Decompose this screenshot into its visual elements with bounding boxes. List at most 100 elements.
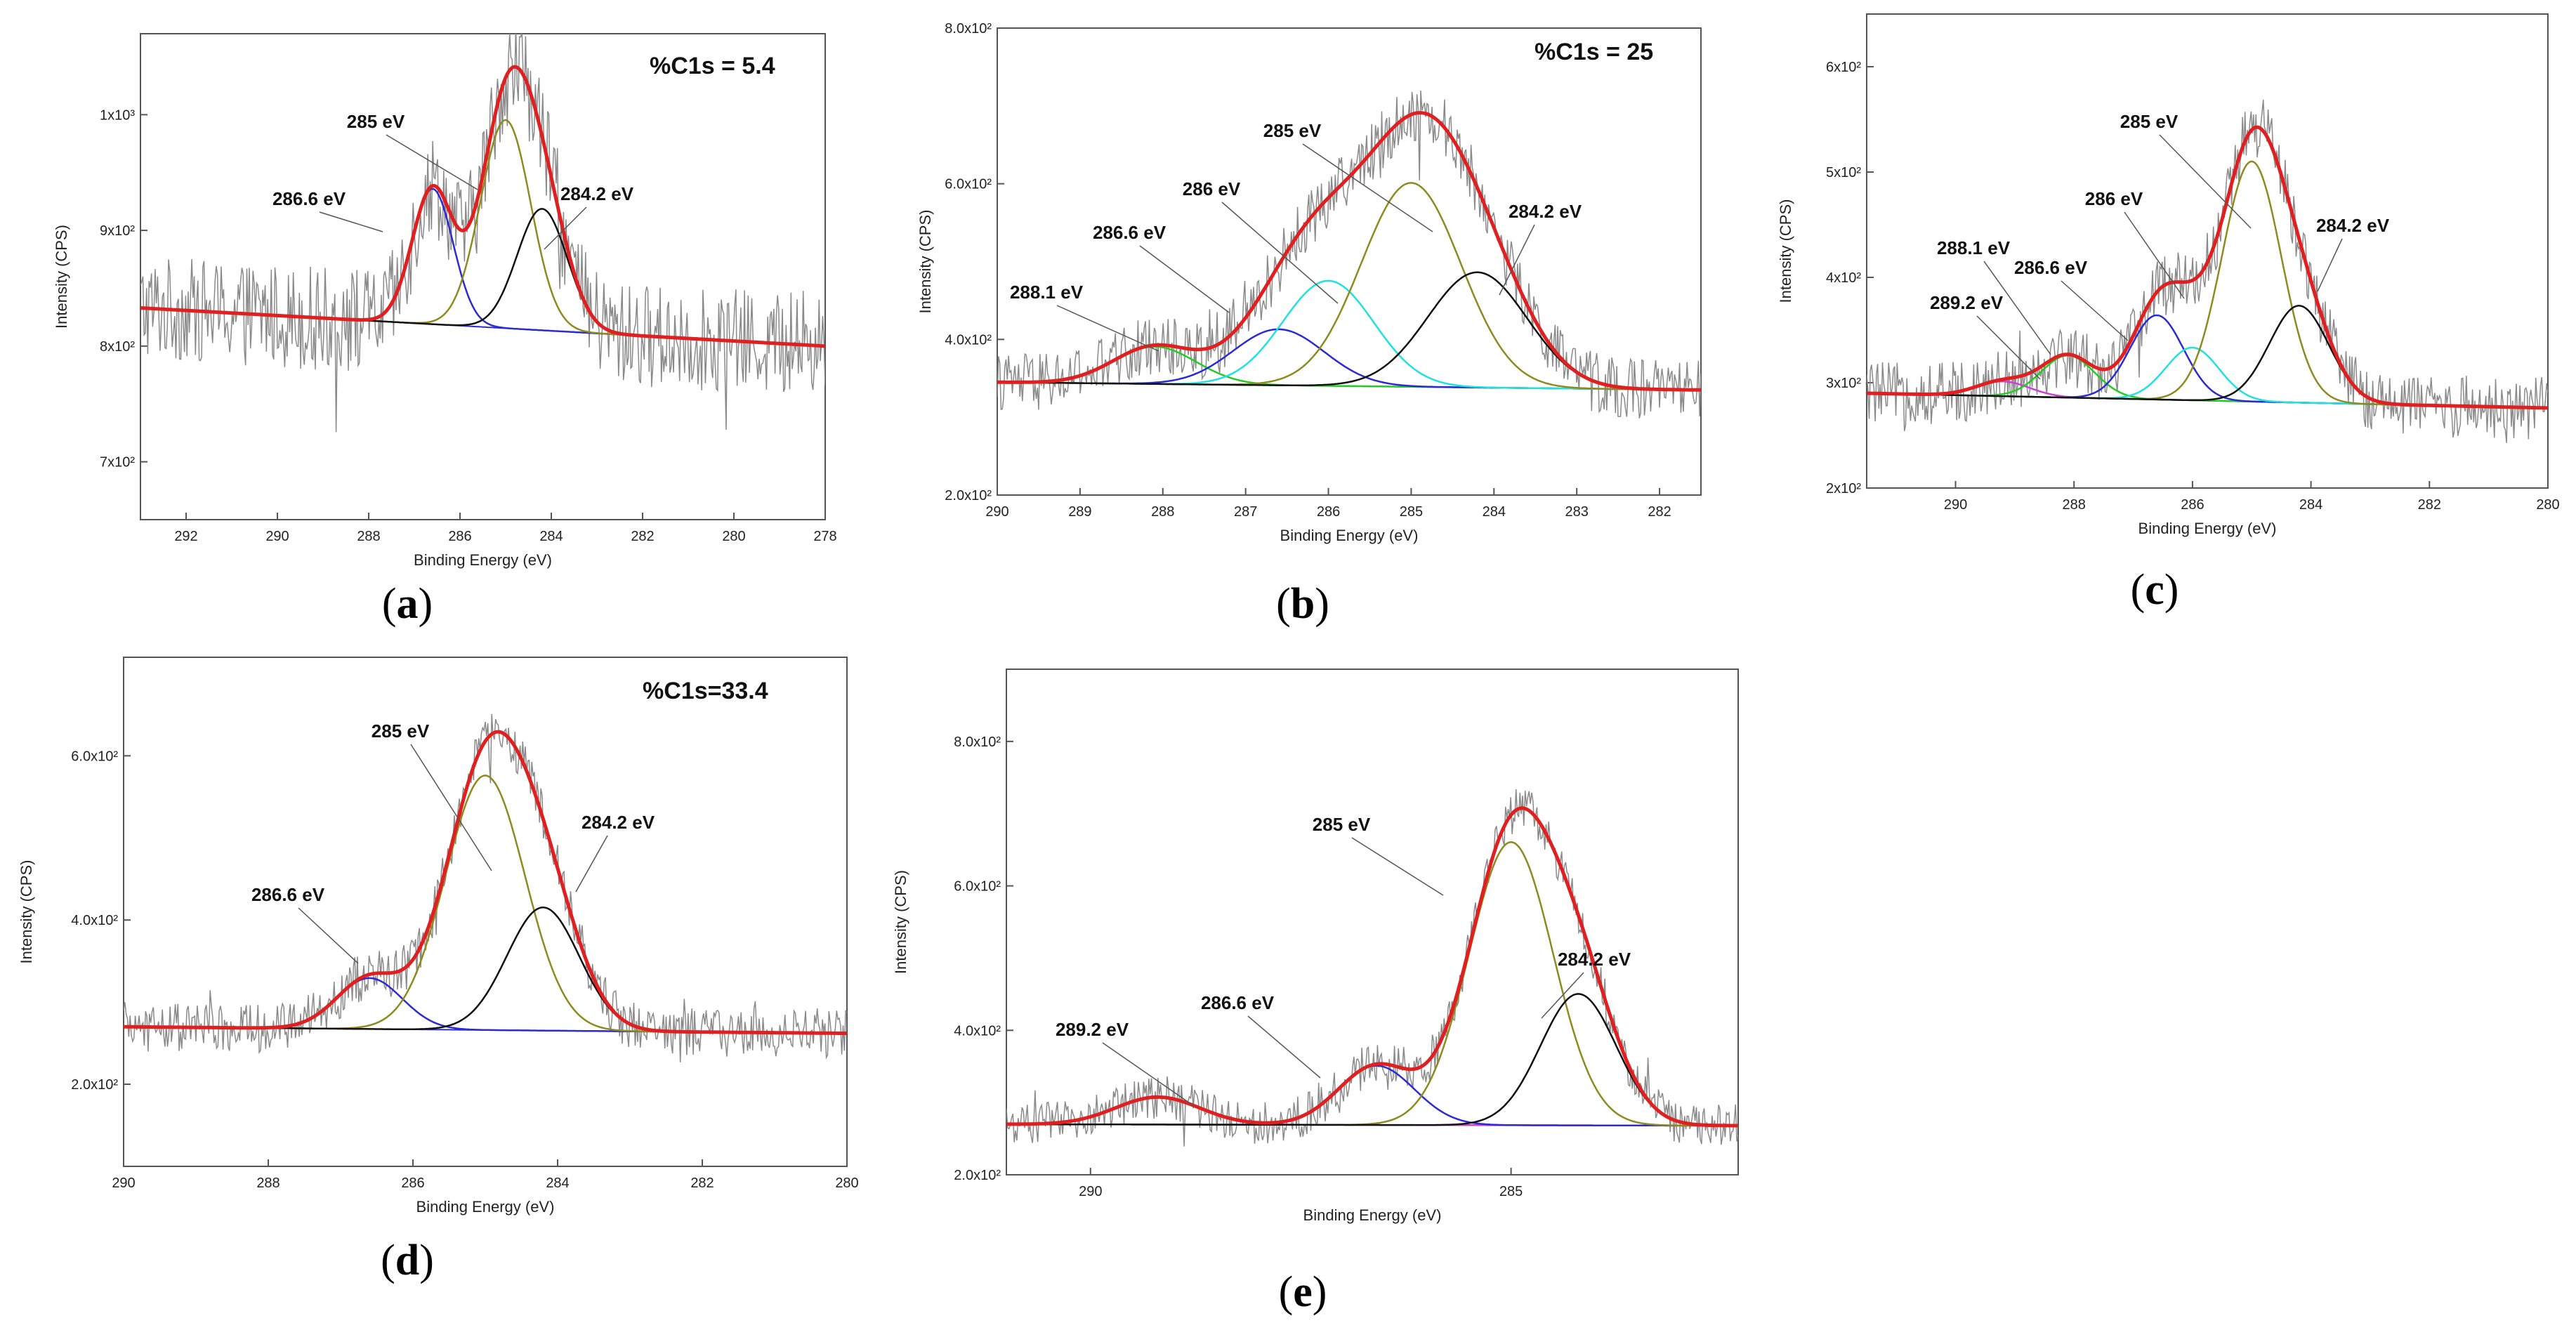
x-tick-label: 292 <box>174 529 197 544</box>
annotation-arrow <box>1056 305 1159 352</box>
y-axis-label: Intensity (CPS) <box>1777 199 1794 303</box>
x-axis-label: Binding Energy (eV) <box>1280 527 1419 544</box>
y-tick-label: 2.0x10² <box>945 488 992 503</box>
plot-area <box>124 713 847 1062</box>
component-peak-286-6-eV <box>140 187 825 348</box>
x-tick-label: 285 <box>1499 1184 1523 1199</box>
peak-annotation: 286.6 eV <box>2014 257 2088 278</box>
composition-label: %C1s = 5.4 <box>650 53 775 79</box>
chart-panel-d: 290 288 286 284 282 280 2.0x10² 4.0x10² 6.0x10² B… <box>18 657 859 1284</box>
y-tick-label: 4x10² <box>1826 270 1861 286</box>
y-tick-label: 2x10² <box>1826 481 1861 496</box>
chart-panel-a: 292 290 288 286 284 282 280 278 7x10² 8x10² 9x10² 1… <box>53 33 837 628</box>
x-tick-label: 284 <box>546 1175 569 1191</box>
y-tick-label: 7x10² <box>100 455 135 470</box>
peak-annotation: 289.2 eV <box>1056 1019 1129 1040</box>
x-tick-label: 284 <box>2299 497 2322 513</box>
y-tick-label: 8.0x10² <box>954 735 1001 750</box>
y-axis-label: Intensity (CPS) <box>18 860 35 964</box>
envelope-fit-line <box>997 111 1701 392</box>
component-peak-286-6-eV <box>124 977 847 1034</box>
envelope-fit-line <box>1867 125 2548 410</box>
x-tick-label: 283 <box>1565 504 1588 520</box>
y-tick-label: 6.0x10² <box>945 177 992 192</box>
annotation-arrow <box>1541 972 1584 1019</box>
plot-area <box>140 34 825 433</box>
peak-annotation: 284.2 eV <box>1509 201 1582 222</box>
peak-annotation: 286.6 eV <box>1201 992 1275 1013</box>
annotation-arrow <box>1247 1015 1321 1079</box>
raw-spectrum-line <box>140 34 825 433</box>
peak-annotation: 288.1 eV <box>1937 237 2011 258</box>
raw-spectrum-line <box>124 713 847 1062</box>
peak-annotation: 286.6 eV <box>272 188 346 209</box>
x-tick-label: 287 <box>1234 504 1257 520</box>
x-tick-label: 280 <box>722 529 745 544</box>
x-tick-label: 286 <box>448 529 471 544</box>
peak-annotation: 285 eV <box>1313 814 1371 835</box>
peak-annotation: 285 eV <box>2120 111 2179 132</box>
component-peak-285-eV <box>1867 160 2548 409</box>
y-tick-label: 4.0x10² <box>954 1023 1001 1039</box>
y-tick-label: 3x10² <box>1826 376 1861 391</box>
x-tick-label: 280 <box>2536 497 2559 513</box>
annotation-arrow <box>1221 202 1339 304</box>
composition-label: %C1s=33.4 <box>643 678 768 704</box>
y-tick-label: 4.0x10² <box>945 332 992 348</box>
x-tick-label: 282 <box>690 1175 714 1191</box>
annotation-arrow <box>1139 245 1230 313</box>
annotation-arrow <box>1302 143 1433 232</box>
plot-area <box>1867 99 2548 443</box>
panel-label: (c) <box>2131 566 2179 614</box>
chart-panel-c: 290 288 286 284 282 280 2x10² 3x10² 4x10² 5x10² 6x… <box>1777 13 2560 614</box>
y-tick-label: 6x10² <box>1826 60 1861 75</box>
component-peak-285-eV <box>997 182 1701 391</box>
component-peak-289-2-eV <box>1006 1096 1738 1127</box>
peak-annotation: 286.6 eV <box>251 884 325 905</box>
peak-annotation: 285 eV <box>1263 120 1322 141</box>
panel-label: (a) <box>382 580 433 628</box>
y-axis-label: Intensity (CPS) <box>892 870 909 974</box>
annotation-arrow <box>2159 134 2252 229</box>
x-tick-label: 290 <box>1944 497 1967 513</box>
component-peak-284-2-eV <box>1006 993 1738 1127</box>
plot-area <box>1006 789 1738 1147</box>
annotation-arrow <box>2061 280 2129 341</box>
x-tick-label: 278 <box>813 529 836 544</box>
peak-annotation: 289.2 eV <box>1930 292 2004 313</box>
peak-annotation: 284.2 eV <box>560 183 634 204</box>
plot-frame <box>997 27 1702 496</box>
annotation-arrow <box>319 211 383 232</box>
peak-annotation: 284.2 eV <box>1558 949 1631 970</box>
component-peak-284-2-eV <box>124 907 847 1034</box>
x-tick-label: 282 <box>631 529 654 544</box>
annotation-arrow <box>575 835 608 893</box>
x-axis-label: Binding Energy (eV) <box>416 1198 555 1216</box>
peak-annotation: 286 eV <box>2085 188 2143 209</box>
component-peak-286-6-eV <box>1006 1065 1738 1127</box>
plot-frame <box>140 33 826 520</box>
envelope-fit-line <box>140 65 825 348</box>
x-tick-label: 288 <box>1151 504 1174 520</box>
x-tick-label: 289 <box>1068 504 1091 520</box>
y-tick-label: 2.0x10² <box>71 1077 118 1093</box>
y-tick-label: 8x10² <box>100 339 135 355</box>
x-tick-label: 286 <box>1317 504 1340 520</box>
peak-annotation: 285 eV <box>372 720 430 742</box>
panel-label: (e) <box>1279 1268 1327 1316</box>
y-tick-label: 5x10² <box>1826 165 1861 180</box>
annotation-arrow <box>1351 837 1444 896</box>
x-tick-label: 290 <box>265 529 289 544</box>
x-tick-label: 284 <box>1483 504 1506 520</box>
panel-label: (b) <box>1276 580 1329 628</box>
annotation-arrow <box>1983 261 2051 355</box>
x-tick-label: 288 <box>2063 497 2086 513</box>
y-axis-label: Intensity (CPS) <box>916 210 934 314</box>
plot-frame <box>1006 668 1739 1175</box>
annotation-arrow <box>1976 315 2041 380</box>
chart-panel-e: 290 285 2.0x10² 4.0x10² 6.0x10² 8.0x10² Bindin… <box>892 668 1739 1316</box>
x-tick-label: 280 <box>835 1175 858 1191</box>
panel-label: (d) <box>381 1237 434 1284</box>
raw-spectrum-line <box>1867 99 2548 443</box>
